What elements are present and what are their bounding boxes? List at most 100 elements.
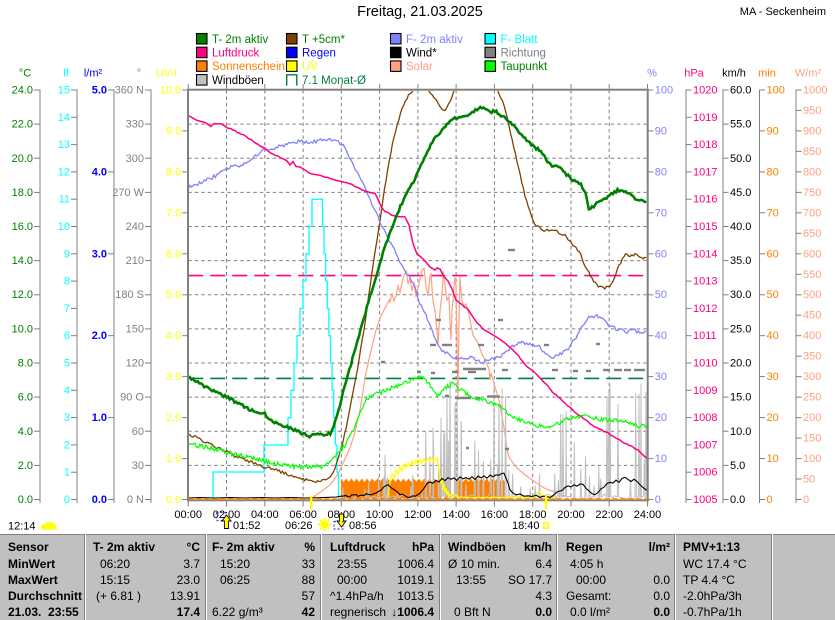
svg-text:100: 100 bbox=[803, 453, 821, 465]
svg-text:12:14: 12:14 bbox=[8, 521, 36, 533]
svg-text:90 O: 90 O bbox=[120, 392, 144, 404]
svg-text:13: 13 bbox=[58, 139, 70, 151]
svg-text:8.0: 8.0 bbox=[166, 166, 181, 178]
svg-text:F- Blatt: F- Blatt bbox=[501, 34, 539, 46]
svg-text:550: 550 bbox=[803, 269, 821, 281]
svg-text:5.0: 5.0 bbox=[730, 460, 745, 472]
svg-text:1000: 1000 bbox=[803, 85, 827, 97]
svg-text:20.0: 20.0 bbox=[730, 358, 751, 370]
svg-text:2.0: 2.0 bbox=[92, 330, 107, 342]
svg-text:60.0: 60.0 bbox=[730, 85, 751, 97]
svg-text:1011: 1011 bbox=[693, 330, 717, 342]
svg-text:22.0: 22.0 bbox=[12, 119, 33, 131]
svg-text:0.0: 0.0 bbox=[92, 494, 107, 506]
svg-text:10: 10 bbox=[655, 453, 667, 465]
svg-text:14:00: 14:00 bbox=[442, 509, 470, 521]
svg-text:150: 150 bbox=[126, 323, 144, 335]
svg-text:10.0: 10.0 bbox=[160, 85, 181, 97]
svg-text:300: 300 bbox=[126, 153, 144, 165]
svg-text:1016: 1016 bbox=[693, 194, 717, 206]
svg-text:6.0: 6.0 bbox=[166, 248, 181, 260]
svg-text:70: 70 bbox=[655, 207, 667, 219]
svg-text:7.1 Monat-Ø: 7.1 Monat-Ø bbox=[302, 75, 366, 87]
svg-text:10: 10 bbox=[767, 453, 779, 465]
svg-text:40: 40 bbox=[767, 330, 779, 342]
svg-text:50: 50 bbox=[655, 289, 667, 301]
svg-text:40.0: 40.0 bbox=[730, 221, 751, 233]
svg-text:4.0: 4.0 bbox=[92, 166, 107, 178]
svg-text:270 W: 270 W bbox=[112, 187, 144, 199]
svg-text:5.0: 5.0 bbox=[166, 289, 181, 301]
svg-text:9: 9 bbox=[64, 248, 70, 260]
svg-text:0: 0 bbox=[64, 494, 70, 506]
svg-text:90: 90 bbox=[655, 125, 667, 137]
svg-text:Luftdruck: Luftdruck bbox=[212, 48, 260, 60]
svg-text:T +5cm*: T +5cm* bbox=[302, 34, 345, 46]
svg-text:1.0: 1.0 bbox=[166, 453, 181, 465]
svg-text:km/h: km/h bbox=[722, 68, 746, 80]
svg-text:10.0: 10.0 bbox=[730, 426, 751, 438]
svg-text:210: 210 bbox=[126, 255, 144, 267]
svg-text:20:00: 20:00 bbox=[557, 509, 585, 521]
svg-text:7.0: 7.0 bbox=[166, 207, 181, 219]
svg-text:°C: °C bbox=[19, 68, 31, 80]
svg-text:W/m²: W/m² bbox=[795, 68, 822, 80]
svg-text:60: 60 bbox=[767, 248, 779, 260]
svg-text:l/m²: l/m² bbox=[84, 68, 103, 80]
svg-text:11: 11 bbox=[59, 194, 70, 206]
svg-text:lf: lf bbox=[63, 68, 69, 80]
svg-text:01:52: 01:52 bbox=[233, 520, 261, 532]
svg-text:1008: 1008 bbox=[693, 412, 717, 424]
svg-text:1019: 1019 bbox=[693, 112, 717, 124]
svg-text:1007: 1007 bbox=[693, 439, 717, 451]
svg-text:900: 900 bbox=[803, 125, 821, 137]
svg-text:150: 150 bbox=[803, 433, 821, 445]
svg-text:60: 60 bbox=[132, 426, 144, 438]
svg-text:0: 0 bbox=[803, 494, 809, 506]
svg-text:30: 30 bbox=[655, 371, 667, 383]
svg-text:F- 2m aktiv: F- 2m aktiv bbox=[406, 34, 463, 46]
svg-text:24:00: 24:00 bbox=[634, 509, 662, 521]
svg-text:Windböen: Windböen bbox=[212, 75, 264, 87]
svg-text:850: 850 bbox=[803, 146, 821, 158]
svg-text:12.0: 12.0 bbox=[12, 289, 33, 301]
svg-text:360 N: 360 N bbox=[115, 85, 144, 97]
svg-text:5: 5 bbox=[64, 358, 70, 370]
svg-text:0.0: 0.0 bbox=[730, 494, 745, 506]
svg-text:Richtung: Richtung bbox=[501, 48, 546, 60]
svg-text:%: % bbox=[647, 68, 657, 80]
svg-text:30: 30 bbox=[132, 460, 144, 472]
svg-text:950: 950 bbox=[803, 105, 821, 117]
svg-text:30: 30 bbox=[767, 371, 779, 383]
svg-text:50: 50 bbox=[767, 289, 779, 301]
svg-text:1012: 1012 bbox=[693, 303, 717, 315]
svg-text:1.0: 1.0 bbox=[92, 412, 107, 424]
svg-text:8: 8 bbox=[64, 276, 70, 288]
svg-text:18:00: 18:00 bbox=[519, 509, 547, 521]
svg-text:22:00: 22:00 bbox=[595, 509, 623, 521]
svg-text:1: 1 bbox=[64, 467, 70, 479]
svg-text:50: 50 bbox=[803, 474, 815, 486]
svg-text:1017: 1017 bbox=[693, 166, 717, 178]
svg-text:0: 0 bbox=[767, 494, 773, 506]
svg-text:16:00: 16:00 bbox=[481, 509, 509, 521]
svg-text:Solar: Solar bbox=[406, 61, 433, 73]
svg-text:14.0: 14.0 bbox=[12, 255, 33, 267]
svg-text:16.0: 16.0 bbox=[12, 221, 33, 233]
svg-text:55.0: 55.0 bbox=[730, 119, 751, 131]
svg-text:12:00: 12:00 bbox=[404, 509, 432, 521]
svg-text:180 S: 180 S bbox=[115, 289, 144, 301]
svg-text:Regen: Regen bbox=[302, 48, 336, 60]
svg-text:10.0: 10.0 bbox=[12, 323, 33, 335]
svg-text:35.0: 35.0 bbox=[730, 255, 751, 267]
svg-text:1005: 1005 bbox=[693, 494, 717, 506]
svg-text:Wind*: Wind* bbox=[406, 48, 437, 60]
svg-text:1020: 1020 bbox=[693, 85, 717, 97]
svg-text:25.0: 25.0 bbox=[730, 323, 751, 335]
svg-text:00:00: 00:00 bbox=[174, 509, 202, 521]
svg-text:15: 15 bbox=[58, 85, 70, 97]
svg-text:300: 300 bbox=[803, 371, 821, 383]
svg-text:4.0: 4.0 bbox=[18, 426, 33, 438]
svg-text:240: 240 bbox=[126, 221, 144, 233]
svg-text:15.0: 15.0 bbox=[730, 392, 751, 404]
